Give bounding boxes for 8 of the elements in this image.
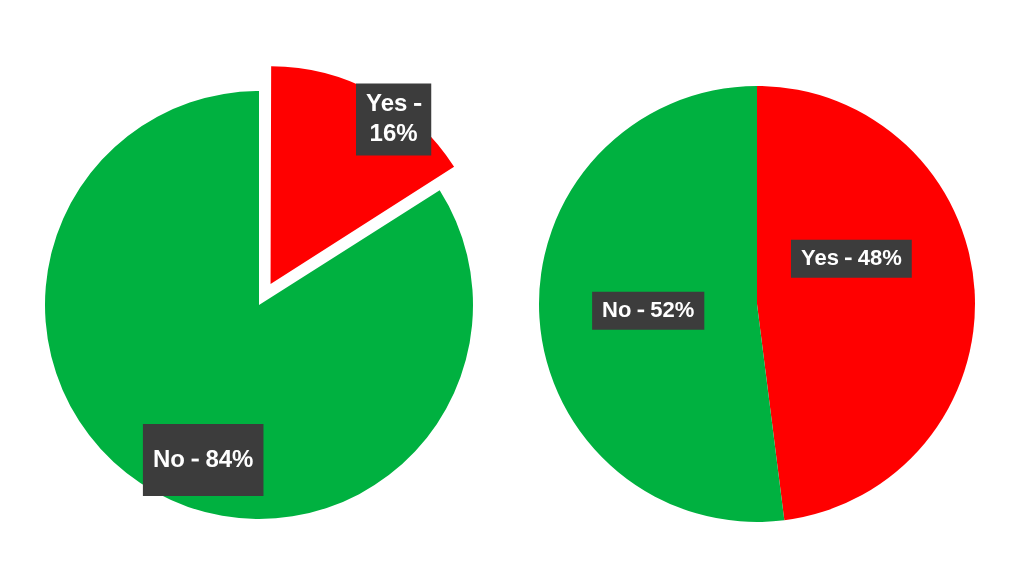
data-label: 48%	[857, 244, 902, 270]
data-label: 52%	[650, 296, 695, 322]
slice-label: No	[152, 444, 185, 472]
slice-label: No	[602, 296, 632, 322]
data-label: 84%	[205, 444, 254, 472]
slice-label: Yes	[800, 244, 839, 270]
slice-label: Yes	[366, 89, 408, 117]
data-label: 16%	[369, 119, 418, 147]
